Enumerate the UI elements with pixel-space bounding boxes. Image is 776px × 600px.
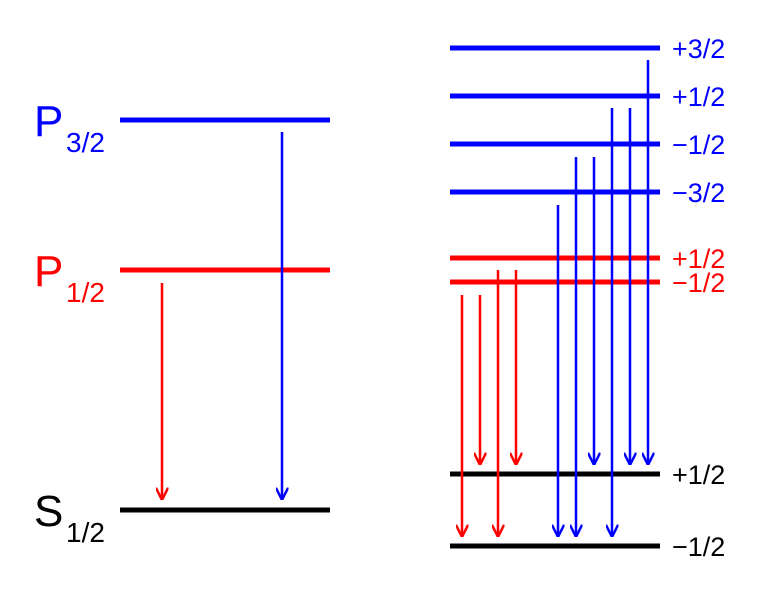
transition-arrows	[162, 60, 648, 537]
level-symbol: P	[34, 97, 63, 146]
level-labels: P 3/2P 1/2S 1/2+3/2+1/2−1/2−3/2+1/2−1/2+1/2…	[34, 34, 725, 562]
level-subscript: 3/2	[66, 127, 105, 158]
level-lines	[120, 45, 660, 549]
level-label: +1/2	[672, 82, 725, 112]
level-label: +3/2	[672, 34, 725, 64]
level-label: −1/2	[672, 268, 725, 298]
level-symbol: P	[34, 247, 63, 296]
level-label: +1/2	[672, 460, 725, 490]
level-symbol: S	[34, 487, 63, 536]
level-label: −1/2	[672, 532, 725, 562]
level-subscript: 1/2	[66, 517, 105, 548]
level-label: −1/2	[672, 130, 725, 160]
level-label: −3/2	[672, 178, 725, 208]
level-subscript: 1/2	[66, 277, 105, 308]
level-label: +1/2	[672, 244, 725, 274]
